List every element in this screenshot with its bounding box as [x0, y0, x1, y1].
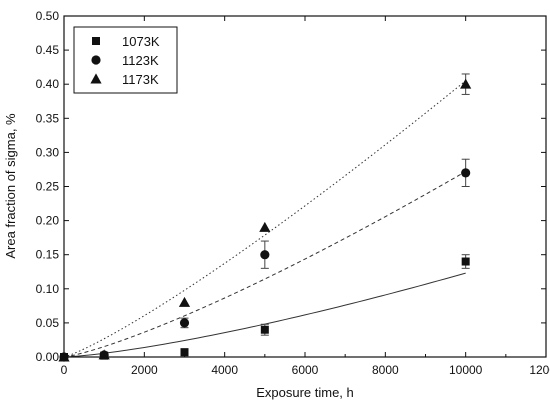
y-tick-label: 0.00: [36, 350, 60, 364]
error-bars: [100, 73, 470, 358]
y-tick-label: 0.50: [36, 9, 60, 23]
data-point-1073k: [461, 257, 470, 266]
y-tick-label: 0.05: [36, 316, 60, 330]
legend-markers: [90, 37, 102, 84]
data-point-1123k: [461, 168, 471, 178]
axis-ticks: 0 2000 4000 6000 8000 10000 12000 0.00 0.05 0.10 0…: [36, 9, 550, 377]
data-point-1123k: [179, 318, 190, 328]
data-point-1173k: [259, 221, 271, 232]
x-tick-label: 6000: [292, 363, 319, 377]
legend-marker-1123k: [91, 55, 101, 65]
x-tick-label: 12000: [529, 363, 550, 377]
x-tick-label: 2000: [131, 363, 158, 377]
x-tick-label: 4000: [211, 363, 238, 377]
fit-line-1123k: [64, 171, 466, 357]
y-tick-label: 0.15: [36, 248, 60, 262]
fit-line-1073k: [64, 272, 466, 357]
y-tick-label: 0.40: [36, 77, 60, 91]
data-point-1073k: [260, 325, 269, 334]
legend-label-1173k: 1173K: [122, 72, 159, 87]
fit-lines: [64, 80, 466, 357]
y-tick-label: 0.45: [36, 43, 60, 57]
data-point-1073k: [180, 348, 189, 357]
legend: 1073K 1123K 1173K: [73, 26, 178, 94]
fit-line-1173k: [64, 80, 466, 357]
data-markers: [58, 78, 472, 362]
legend-label-1073k: 1073K: [122, 34, 160, 49]
data-point-1173k: [178, 296, 191, 307]
data-point-1123k: [260, 250, 270, 260]
data-point-1173k: [460, 78, 472, 89]
x-axis-label: Exposure time, h: [256, 385, 354, 400]
x-tick-label: 0: [61, 363, 68, 377]
x-tick-label: 10000: [449, 363, 483, 377]
legend-label-1123k: 1123K: [122, 53, 159, 68]
y-tick-label: 0.30: [36, 145, 60, 159]
y-tick-label: 0.25: [36, 180, 60, 194]
legend-marker-1073k: [92, 37, 100, 45]
x-tick-label: 8000: [372, 363, 399, 377]
y-tick-label: 0.20: [36, 214, 60, 228]
y-tick-label: 0.35: [36, 111, 60, 125]
y-tick-label: 0.10: [36, 282, 60, 296]
legend-box: [73, 26, 178, 94]
legend-marker-1173k: [90, 73, 102, 84]
y-axis-label: Area fraction of sigma, %: [3, 113, 18, 259]
